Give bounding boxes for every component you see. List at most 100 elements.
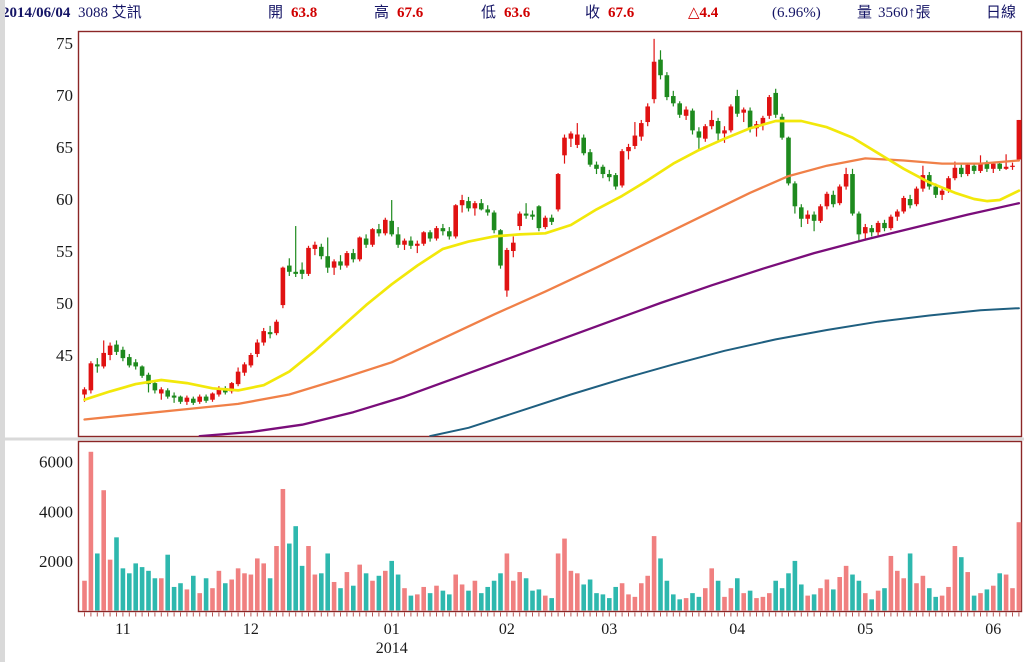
volume-bar	[703, 588, 708, 611]
volume-bar	[587, 579, 593, 611]
close-value: 67.6	[608, 5, 635, 21]
volume-bar	[664, 580, 670, 611]
volume-bar	[575, 573, 580, 611]
volume-bar	[677, 599, 682, 611]
volume-bar	[978, 593, 983, 611]
volume-bar	[498, 573, 503, 611]
month-label: 01	[384, 621, 400, 638]
volume-bar	[1016, 522, 1022, 611]
month-label: 06	[985, 621, 1001, 638]
low-value: 63.6	[504, 5, 531, 21]
high-label: 高	[374, 5, 390, 21]
volume-bar	[811, 594, 817, 611]
volume-bar	[843, 565, 849, 611]
volume-bar	[402, 588, 407, 611]
volume-bar	[626, 594, 631, 611]
volume-bar	[415, 594, 420, 611]
ma_longest-line	[429, 307, 1020, 437]
quote-date: 2014/06/04	[2, 5, 71, 21]
month-label: 11	[115, 621, 130, 638]
volume-bar	[101, 490, 106, 611]
volume-bar	[504, 553, 510, 611]
volume-bar	[805, 595, 810, 611]
pane-divider	[0, 437, 1024, 441]
low-label: 低	[481, 5, 497, 21]
price-axis-label: 50	[56, 294, 73, 313]
volume-bar	[735, 578, 740, 611]
volume-bar	[971, 595, 977, 611]
volume-bar	[767, 593, 772, 611]
volume-bar	[491, 580, 497, 611]
volume-bar	[159, 578, 164, 611]
ma_long-line	[198, 202, 1021, 437]
volume-bar	[472, 580, 478, 611]
month-label: 04	[729, 621, 745, 638]
ma_mid-line	[83, 157, 1021, 421]
month-label: 05	[857, 621, 873, 638]
volume-bar	[146, 570, 151, 611]
month-label: 12	[243, 621, 259, 638]
volume-bar	[107, 559, 113, 611]
volume-bar	[267, 578, 273, 611]
volume-bar	[133, 563, 138, 611]
volume-bar	[82, 580, 87, 611]
price-axis-label: 55	[56, 242, 73, 261]
volume-bar	[965, 572, 970, 611]
volume-bar	[344, 572, 350, 611]
volume-bar	[696, 596, 702, 611]
price-axis-label: 65	[56, 138, 73, 157]
volume-bar	[946, 586, 951, 611]
volume-bar	[389, 560, 394, 611]
volume-bar	[779, 588, 785, 611]
volume-bar	[274, 546, 279, 611]
volume-bar	[363, 573, 369, 611]
close-label: 收	[585, 5, 601, 21]
volume-bar	[581, 584, 586, 611]
volume-bar	[319, 573, 324, 611]
volume-bar	[479, 593, 484, 611]
volume-bar	[632, 596, 638, 611]
volume-bar	[536, 589, 542, 611]
volume-bar	[741, 593, 746, 611]
volume-bar	[831, 589, 836, 611]
volume-bar	[466, 590, 471, 611]
volume-pane	[77, 440, 1023, 613]
volume-bar	[447, 594, 452, 611]
volume-bar	[255, 558, 260, 611]
volume-bar	[555, 553, 561, 611]
volume-bar	[408, 595, 414, 611]
volume-bar	[991, 585, 996, 611]
volume-bar	[549, 598, 554, 611]
volume-bar	[248, 574, 254, 611]
volume-bar	[139, 567, 145, 611]
open-value: 63.8	[291, 5, 318, 21]
volume-bar	[223, 583, 228, 611]
volume-bar	[933, 596, 938, 611]
volume-bar	[453, 574, 458, 611]
volume-bar	[619, 583, 625, 611]
volume-bar	[325, 553, 330, 611]
volume-bar	[747, 590, 753, 611]
volume-bar	[799, 584, 804, 611]
stock-id: 3088 艾訊	[78, 5, 142, 21]
price-axis-label: 45	[56, 346, 73, 365]
volume-bar	[210, 588, 215, 611]
volume-bar	[331, 581, 337, 611]
year-label: 2014	[376, 640, 408, 657]
volume-bar	[530, 590, 535, 611]
ma_short-line	[83, 119, 1021, 402]
volume-bar	[658, 558, 663, 611]
volume-bar	[690, 593, 695, 611]
month-label: 02	[499, 621, 515, 638]
volume-bar	[792, 560, 798, 611]
period-badge: 日線	[986, 5, 1017, 21]
volume-bar	[562, 538, 567, 611]
volume-bar	[421, 586, 426, 611]
volume-bar	[517, 572, 522, 611]
volume-bar	[869, 599, 874, 611]
volume-bar	[773, 580, 778, 611]
volume-bar	[952, 546, 958, 611]
volume-bar	[171, 586, 177, 611]
volume-axis-label: 4000	[39, 502, 73, 521]
